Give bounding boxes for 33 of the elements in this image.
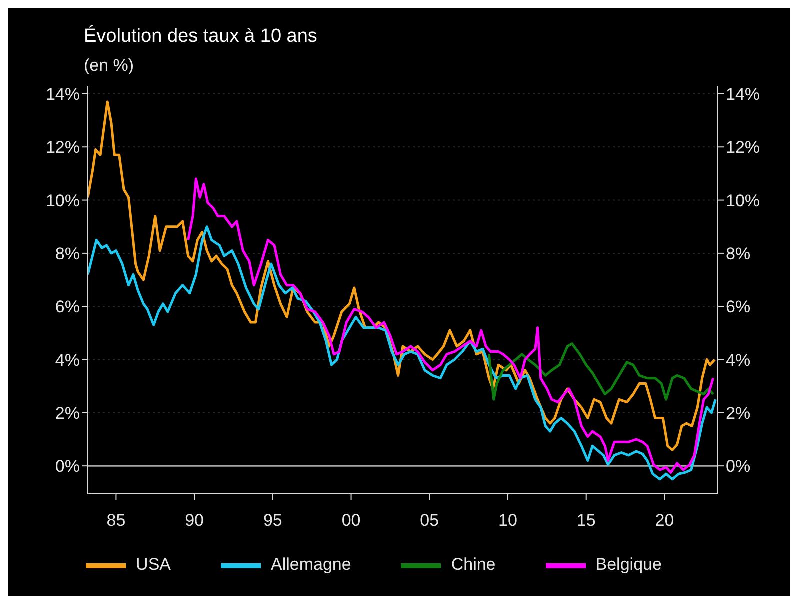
chart-subtitle: (en %) (84, 56, 136, 76)
legend-label: Chine (451, 555, 496, 574)
x-tick-label: 90 (185, 511, 204, 530)
y2-tick-label: 10% (726, 191, 760, 210)
legend-label: Belgique (596, 555, 662, 574)
y-tick-label: 12% (46, 138, 80, 158)
y2-tick-label: 8% (726, 244, 751, 264)
line-series (187, 178, 715, 474)
x-tick-label: 00 (342, 511, 361, 530)
y2-tick-label: 12% (726, 138, 760, 158)
y-tick-label: 2% (55, 404, 80, 423)
y-tick-label: 0% (55, 457, 80, 476)
y-tick-label: 10% (46, 191, 80, 210)
legend-label: Allemagne (271, 555, 352, 574)
x-tick-label: 15 (576, 511, 596, 530)
y-tick-label: 14% (46, 85, 80, 104)
x-tick-label: 85 (106, 511, 126, 530)
y2-tick-label: 6% (726, 298, 751, 317)
x-tick-label: 10 (498, 511, 518, 530)
line-series (88, 226, 717, 481)
x-tick-label: 05 (420, 511, 440, 530)
y2-tick-label: 14% (726, 85, 760, 104)
y-tick-label: 6% (55, 298, 80, 317)
y2-tick-label: 2% (726, 404, 751, 423)
x-tick-label: 95 (263, 511, 282, 530)
x-tick-label: 20 (655, 511, 674, 530)
y-tick-label: 4% (55, 350, 80, 370)
y-tick-label: 8% (55, 244, 80, 264)
line-series (488, 342, 715, 401)
chart-title: Évolution des taux à 10 ans (84, 26, 318, 48)
legend-label: USA (136, 555, 172, 574)
y2-tick-label: 4% (726, 350, 751, 370)
y2-tick-label: 0% (726, 457, 751, 476)
